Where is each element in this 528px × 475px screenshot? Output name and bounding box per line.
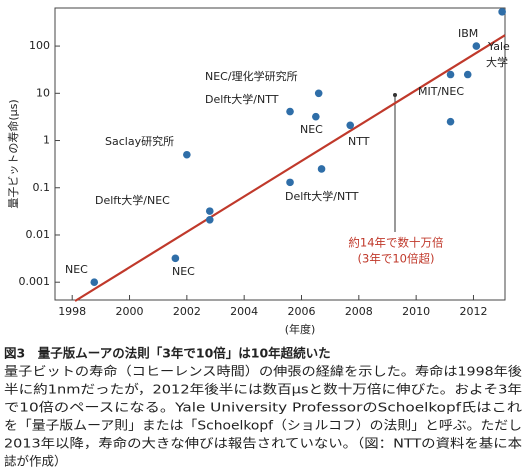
annotation-text: 約14年で数十万倍 [348, 236, 444, 250]
data-point [286, 107, 294, 116]
caption-title: 図3 量子版ムーアの法則「3年で10倍」は10年超続いた [4, 346, 331, 361]
point-label: Delft大学/NTT [285, 189, 359, 203]
point-label: Yale [487, 40, 510, 53]
plot-frame [54, 7, 506, 301]
data-point [90, 278, 99, 287]
annotation-dot [393, 93, 397, 97]
point-label: MIT/NEC [418, 85, 464, 98]
annotation-text: (3年で10倍超) [358, 252, 435, 266]
point-label: NEC [65, 263, 88, 276]
caption-line: を「量子版ムーア則」または「Schoelkopf（ショルコフ）の法則」と呼ぶ。た… [4, 418, 522, 433]
data-point [472, 42, 481, 50]
data-point [205, 207, 214, 215]
data-point [171, 254, 180, 263]
data-point [314, 89, 323, 98]
y-tick-label: 0.001 [19, 275, 51, 288]
data-point [463, 70, 472, 79]
data-point [312, 112, 320, 121]
x-tick-label: 2012 [459, 305, 487, 318]
point-label: 大学 [486, 55, 508, 69]
data-point [183, 150, 191, 159]
data-point [286, 178, 294, 187]
data-point [498, 8, 506, 16]
point-label: NEC [172, 265, 195, 278]
x-tick-label: 2010 [402, 305, 430, 318]
point-label: IBM [458, 27, 478, 40]
point-label: Delft大学/NTT [205, 92, 279, 106]
point-label: Delft大学/NEC [95, 193, 170, 207]
caption-line: で10倍のペースになる。Yale University ProfessorのSc… [4, 400, 523, 415]
y-axis-label: 量子ビットの寿命(μs) [6, 99, 20, 208]
y-tick-label: 0.01 [26, 228, 51, 241]
y-tick-label: 10 [36, 86, 50, 99]
x-tick-label: 2000 [116, 305, 144, 318]
point-label: NEC/理化学研究所 [205, 69, 298, 83]
point-label: NEC [300, 123, 323, 136]
x-tick-label: 2002 [173, 305, 201, 318]
caption-line: 誌が作成） [4, 454, 67, 469]
data-point [205, 215, 214, 224]
x-tick-label: 2004 [230, 305, 258, 318]
point-label: NTT [348, 135, 370, 148]
y-tick-label: 1 [43, 134, 50, 147]
y-tick-label: 100 [29, 39, 50, 52]
caption-line: 量子ビットの寿命（コヒーレンス時間）の伸張の経緯を示した。寿命は1998年後 [4, 364, 523, 379]
point-label: Saclay研究所 [105, 134, 174, 148]
caption-line: 半に約1nmだったが，2012年後半には数百μsと数十万倍に伸びた。およそ3年 [4, 382, 522, 397]
data-point [446, 117, 455, 126]
caption-line: 2013年以降，寿命の大きな伸びは報告されていない。（図：NTTの資料を基に本 [4, 436, 523, 451]
x-tick-label: 1998 [58, 305, 86, 318]
y-tick-label: 0.1 [33, 181, 51, 194]
data-point [446, 70, 455, 79]
data-point [317, 165, 326, 173]
x-tick-label: 2008 [345, 305, 373, 318]
x-axis-label: (年度) [285, 322, 316, 336]
data-point [346, 121, 355, 130]
trend-line [74, 34, 506, 302]
x-tick-label: 2006 [287, 305, 315, 318]
